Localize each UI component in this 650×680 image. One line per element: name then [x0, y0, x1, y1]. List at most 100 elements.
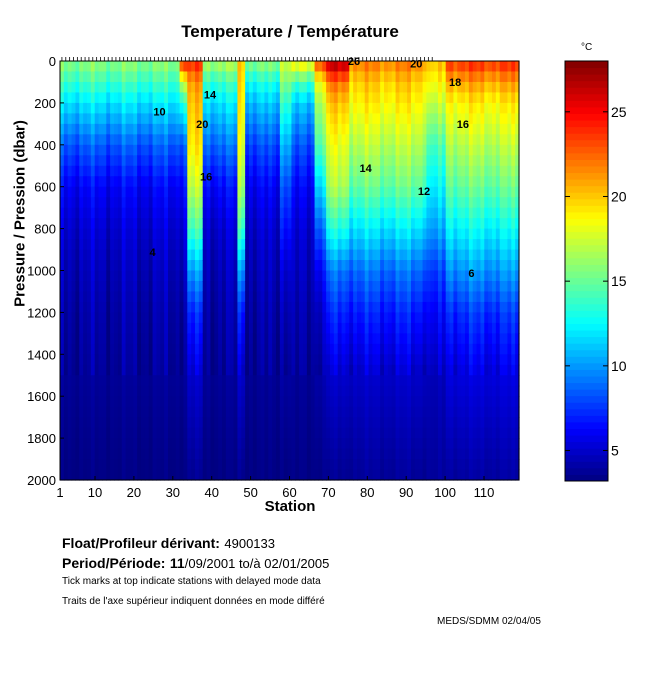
heatmap-cell [229, 134, 235, 146]
heatmap-cell [380, 260, 385, 272]
heatmap-cell [364, 343, 370, 355]
heatmap-cell [449, 144, 455, 156]
heatmap-cell [515, 312, 520, 324]
heatmap-cell [144, 186, 150, 198]
heatmap-cell [476, 123, 482, 135]
heatmap-cell [222, 417, 227, 429]
heatmap-cell [515, 375, 520, 387]
heatmap-cell [168, 291, 173, 303]
heatmap-cell [233, 207, 239, 219]
heatmap-cell [279, 459, 285, 471]
heatmap-cell [75, 249, 80, 261]
heatmap-cell [434, 134, 439, 146]
heatmap-cell [133, 102, 138, 114]
heatmap-cell [353, 218, 358, 230]
heatmap-cell [141, 469, 146, 481]
heatmap-cell [141, 218, 146, 230]
heatmap-cell [337, 406, 343, 418]
heatmap-cell [83, 249, 88, 261]
heatmap-cell [395, 438, 401, 450]
heatmap-cell [418, 186, 424, 198]
heatmap-cell [171, 343, 177, 355]
heatmap-cell [117, 144, 123, 156]
heatmap-cell [407, 260, 412, 272]
heatmap-cell [422, 364, 428, 376]
heatmap-cell [210, 343, 215, 355]
heatmap-cell [144, 123, 150, 135]
heatmap-cell [472, 61, 478, 73]
heatmap-cell [125, 176, 131, 188]
heatmap-cell [414, 186, 420, 198]
heatmap-cell [461, 406, 466, 418]
heatmap-cell [237, 280, 242, 293]
heatmap-cell [372, 438, 377, 450]
heatmap-cell [98, 270, 104, 282]
heatmap-cell [160, 406, 165, 418]
heatmap-cell [507, 144, 512, 156]
heatmap-cell [476, 61, 482, 73]
heatmap-cell [341, 406, 347, 418]
heatmap-cell [333, 102, 339, 114]
heatmap-cell [318, 312, 323, 324]
heatmap-cell [449, 417, 455, 429]
heatmap-cell [326, 291, 331, 303]
heatmap-cell [418, 375, 424, 387]
heatmap-cell [306, 322, 312, 334]
heatmap-cell [499, 239, 505, 251]
heatmap-cell [387, 260, 393, 272]
heatmap-cell [218, 312, 223, 324]
heatmap-cell [156, 113, 161, 125]
heatmap-cell [198, 165, 204, 177]
heatmap-cell [414, 113, 420, 125]
heatmap-cell [453, 186, 458, 198]
heatmap-cell [117, 228, 123, 240]
heatmap-cell [345, 406, 350, 418]
heatmap-cell [310, 270, 316, 282]
heatmap-cell [152, 280, 158, 293]
heatmap-cell [279, 228, 285, 240]
colorbar-segment [565, 408, 608, 416]
heatmap-cell [403, 459, 408, 471]
heatmap-cell [407, 61, 412, 73]
heatmap-cell [418, 249, 424, 261]
heatmap-cell [411, 207, 416, 219]
heatmap-cell [233, 375, 239, 387]
heatmap-cell [287, 260, 293, 272]
heatmap-cell [114, 343, 119, 355]
heatmap-cell [175, 343, 181, 355]
heatmap-cell [252, 260, 258, 272]
heatmap-cell [156, 144, 161, 156]
heatmap-cell [171, 459, 177, 471]
heatmap-cell [449, 438, 455, 450]
heatmap-cell [449, 207, 455, 219]
heatmap-cell [395, 280, 401, 293]
heatmap-cell [225, 333, 231, 345]
heatmap-cell [495, 144, 501, 156]
heatmap-cell [364, 354, 370, 366]
heatmap-cell [125, 448, 131, 460]
heatmap-cell [364, 155, 370, 167]
heatmap-cell [71, 260, 77, 272]
heatmap-cell [283, 469, 289, 481]
heatmap-cell [114, 176, 119, 188]
heatmap-cell [279, 301, 285, 313]
heatmap-cell [341, 228, 347, 240]
heatmap-cell [499, 92, 505, 104]
heatmap-cell [453, 155, 458, 167]
heatmap-cell [148, 228, 154, 240]
heatmap-cell [276, 448, 281, 460]
heatmap-cell [353, 354, 358, 366]
heatmap-cell [129, 71, 134, 83]
heatmap-cell [310, 396, 316, 408]
contour-label: 10 [153, 106, 165, 118]
heatmap-cell [210, 438, 215, 450]
heatmap-cell [249, 438, 254, 450]
heatmap-cell [71, 228, 77, 240]
heatmap-cell [399, 134, 404, 146]
heatmap-cell [133, 459, 138, 471]
heatmap-cell [249, 301, 254, 313]
heatmap-cell [160, 459, 165, 471]
heatmap-cell [117, 123, 123, 135]
heatmap-cell [465, 364, 470, 376]
heatmap-cell [191, 155, 196, 167]
